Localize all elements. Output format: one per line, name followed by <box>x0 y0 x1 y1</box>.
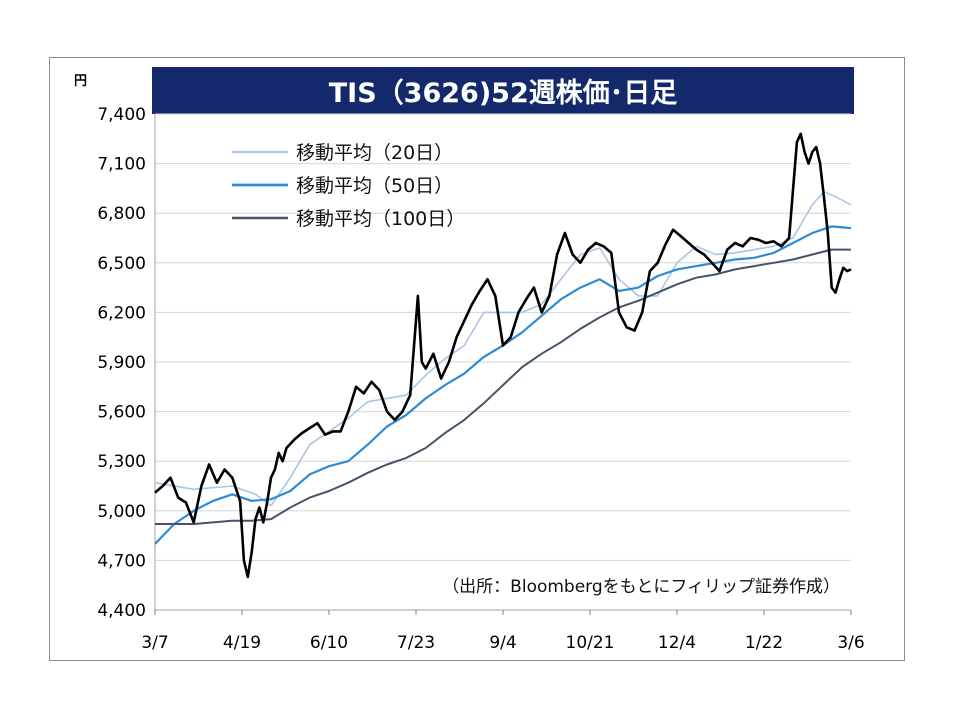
legend-label: 移動平均（50日） <box>296 175 453 197</box>
y-tick-label: 5,900 <box>97 353 146 373</box>
price-line <box>154 132 852 579</box>
x-tick-label: 7/23 <box>397 633 435 653</box>
y-tick-label: 7,100 <box>97 155 146 175</box>
y-tick-label: 4,400 <box>97 601 146 621</box>
y-tick-label: 6,500 <box>97 254 146 274</box>
x-tick-label: 3/7 <box>141 633 168 653</box>
y-axis-ticks: 4,400 4,700 5,000 5,300 5,600 5,900 6,200 6,500… <box>97 105 146 621</box>
x-tick-label: 12/4 <box>658 633 696 653</box>
x-tick-label: 4/19 <box>223 633 261 653</box>
legend: 移動平均（20日） 移動平均（50日） 移動平均（100日） <box>232 142 465 230</box>
y-tick-label: 7,400 <box>97 105 146 125</box>
legend-label: 移動平均（20日） <box>296 142 453 164</box>
x-tick-label: 3/6 <box>837 633 864 653</box>
x-tick-label: 10/21 <box>566 633 615 653</box>
moving-average-line-3 <box>155 248 851 525</box>
source-note: （出所：Bloombergをもとにフィリップ証券作成） <box>442 577 840 597</box>
y-tick-label: 5,600 <box>97 403 146 423</box>
x-axis-ticks: 3/7 4/19 6/10 7/23 9/4 10/21 12/4 1/22 3/6 <box>141 610 865 653</box>
chart-title: TIS（3626)52週株価･日足 <box>152 67 854 114</box>
x-tick-label: 9/4 <box>489 633 516 653</box>
y-tick-label: 5,000 <box>97 502 146 522</box>
y-unit-label: 円 <box>74 74 88 89</box>
series-lines <box>154 132 852 579</box>
grid-lines <box>154 113 851 611</box>
y-tick-label: 5,300 <box>97 452 146 472</box>
y-tick-label: 6,200 <box>97 303 146 323</box>
x-tick-label: 6/10 <box>310 633 348 653</box>
y-tick-label: 6,800 <box>97 204 146 224</box>
y-tick-label: 4,700 <box>97 551 146 571</box>
legend-label: 移動平均（100日） <box>296 208 465 230</box>
moving-average-line-1 <box>154 190 852 507</box>
x-tick-label: 1/22 <box>745 633 783 653</box>
